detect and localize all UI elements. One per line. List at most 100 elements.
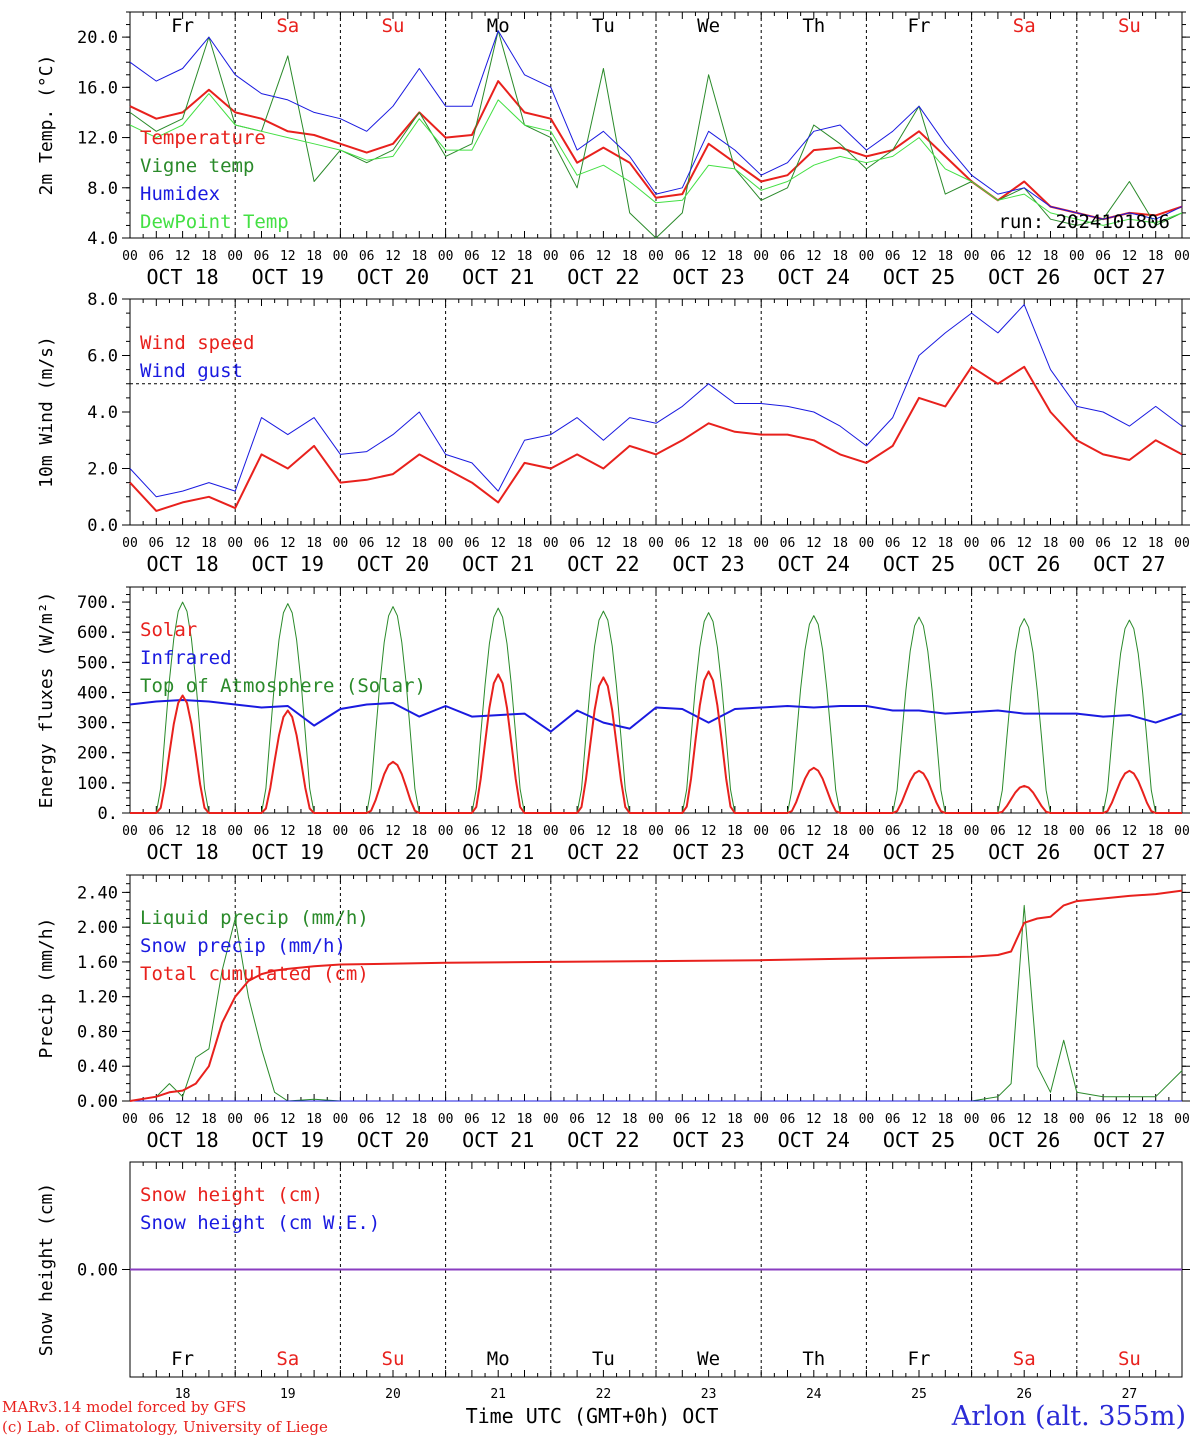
hour-tick-label: 18 <box>832 536 848 551</box>
hour-tick-label: 06 <box>990 1112 1006 1127</box>
series-line-total-cumulated-cm- <box>129 889 1183 1102</box>
hour-tick-label: 00 <box>1174 824 1190 839</box>
y-tick-label: 12.0 <box>77 129 118 149</box>
hour-tick-label: 00 <box>753 249 769 264</box>
hour-tick-label: 18 <box>937 824 953 839</box>
hour-tick-label: 00 <box>1174 536 1190 551</box>
series-line-wind-speed <box>129 365 1183 512</box>
date-label: OCT 18 <box>146 552 218 576</box>
y-tick-label: 8.0 <box>87 179 118 199</box>
day-label: Sa <box>276 15 299 37</box>
hour-tick-label: 00 <box>1069 824 1085 839</box>
date-label: OCT 21 <box>462 265 534 289</box>
hour-tick-label: 12 <box>596 824 612 839</box>
hour-tick-label: 18 <box>201 249 217 264</box>
date-label: OCT 24 <box>778 552 850 576</box>
date-label: OCT 19 <box>252 1128 324 1152</box>
hour-tick-label: 06 <box>359 1112 375 1127</box>
date-label: OCT 18 <box>146 840 218 864</box>
legend-entry: Wind speed <box>140 332 254 354</box>
day-label: Fr <box>171 1348 194 1370</box>
hour-tick-label: 18 <box>937 536 953 551</box>
hour-tick-label: 06 <box>1095 824 1111 839</box>
hour-tick-label: 06 <box>359 249 375 264</box>
hour-tick-label: 18 <box>622 536 638 551</box>
hour-tick-label: 12 <box>806 249 822 264</box>
hour-tick-label: 12 <box>1016 536 1032 551</box>
y-tick-label: 2.0 <box>87 460 118 480</box>
series-line-vigne-temp <box>129 30 1183 239</box>
legend-entry: DewPoint Temp <box>140 211 289 233</box>
hour-tick-label: 06 <box>1095 1112 1111 1127</box>
day-label: Fr <box>908 15 931 37</box>
hour-tick-label: 06 <box>780 536 796 551</box>
hour-tick-label: 06 <box>569 249 585 264</box>
hour-tick-label: 12 <box>1016 249 1032 264</box>
hour-tick-label: 18 <box>517 824 533 839</box>
date-label: OCT 24 <box>778 265 850 289</box>
y-tick-label: 0.00 <box>77 1261 118 1281</box>
day-label: Fr <box>171 15 194 37</box>
hour-tick-label: 06 <box>885 249 901 264</box>
day-label: Th <box>802 15 825 37</box>
hour-tick-label: 12 <box>806 824 822 839</box>
hour-tick-label: 00 <box>333 1112 349 1127</box>
hour-tick-label: 00 <box>648 536 664 551</box>
legend-entry: Infrared <box>140 647 232 669</box>
hour-tick-label: 00 <box>859 249 875 264</box>
y-axis-title: Snow height (cm) <box>36 1183 57 1356</box>
series-line-dewpoint-temp <box>129 93 1183 226</box>
hour-tick-label: 12 <box>490 536 506 551</box>
hour-tick-label: 18 <box>517 1112 533 1127</box>
hour-tick-label: 06 <box>148 1112 164 1127</box>
hour-tick-label: 18 <box>1148 824 1164 839</box>
day-number-label: 18 <box>175 1387 191 1402</box>
hour-tick-label: 12 <box>175 1112 191 1127</box>
hour-tick-label: 06 <box>674 249 690 264</box>
hour-tick-label: 06 <box>464 1112 480 1127</box>
hour-tick-label: 12 <box>701 824 717 839</box>
hour-tick-label: 00 <box>753 1112 769 1127</box>
station-name: Arlon (alt. 355m) <box>951 1401 1186 1432</box>
hour-tick-label: 06 <box>569 1112 585 1127</box>
date-label: OCT 26 <box>988 840 1060 864</box>
day-number-label: 23 <box>701 1387 717 1402</box>
hour-tick-label: 06 <box>780 824 796 839</box>
hour-tick-label: 00 <box>964 249 980 264</box>
hour-tick-label: 00 <box>964 824 980 839</box>
date-label: OCT 18 <box>146 1128 218 1152</box>
y-tick-label: 1.20 <box>77 988 118 1008</box>
legend-entry: Total cumulated (cm) <box>140 963 369 985</box>
y-axis-title: 10m Wind (m/s) <box>36 336 57 488</box>
date-label: OCT 20 <box>357 265 429 289</box>
legend-entry: Vigne temp <box>140 155 254 177</box>
hour-tick-label: 00 <box>122 824 138 839</box>
hour-tick-label: 12 <box>385 1112 401 1127</box>
y-tick-label: 4.0 <box>87 229 118 249</box>
y-tick-label: 500. <box>77 653 118 673</box>
day-label: Mo <box>487 15 510 37</box>
hour-tick-label: 12 <box>911 1112 927 1127</box>
day-label: Fr <box>908 1348 931 1370</box>
hour-tick-label: 18 <box>727 1112 743 1127</box>
series-line-humidex <box>129 30 1183 220</box>
hour-tick-label: 12 <box>175 249 191 264</box>
hour-tick-label: 12 <box>385 249 401 264</box>
y-tick-label: 2.40 <box>77 883 118 903</box>
hour-tick-label: 00 <box>859 824 875 839</box>
hour-tick-label: 06 <box>148 536 164 551</box>
date-label: OCT 18 <box>146 265 218 289</box>
day-label: Su <box>382 1348 405 1370</box>
hour-tick-label: 06 <box>990 824 1006 839</box>
hour-tick-label: 06 <box>1095 536 1111 551</box>
y-tick-label: 600. <box>77 623 118 643</box>
date-label: OCT 25 <box>883 552 955 576</box>
hour-tick-label: 18 <box>1148 1112 1164 1127</box>
hour-tick-label: 00 <box>438 249 454 264</box>
day-label: Th <box>802 1348 825 1370</box>
hour-tick-label: 12 <box>280 536 296 551</box>
hour-tick-label: 12 <box>596 536 612 551</box>
hour-tick-label: 00 <box>859 536 875 551</box>
date-label: OCT 27 <box>1093 1128 1165 1152</box>
day-label: Su <box>1118 1348 1141 1370</box>
